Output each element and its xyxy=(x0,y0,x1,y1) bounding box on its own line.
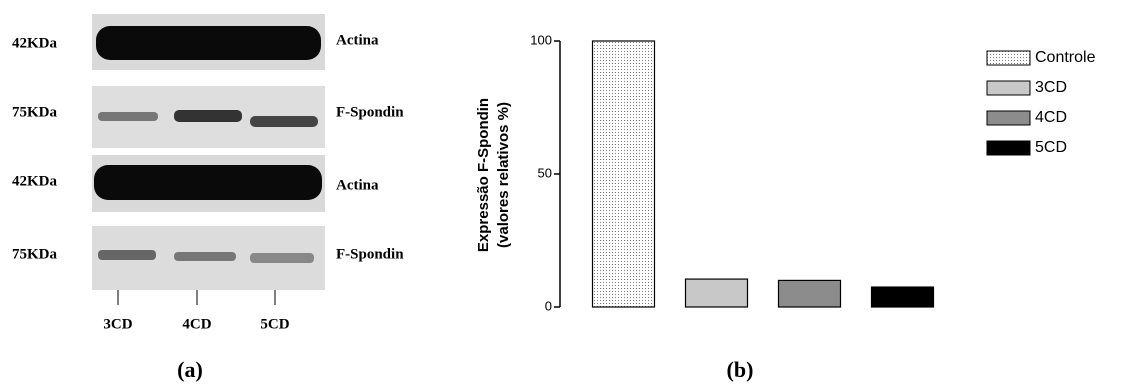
figure: 42KDa Actina 75KDa F-Spondin 42KDa Actin… xyxy=(0,0,1121,388)
y-tick-label: 0 xyxy=(545,298,552,313)
legend-swatch xyxy=(987,111,1030,125)
blot-band xyxy=(98,112,158,121)
blot-band xyxy=(174,110,242,122)
y-axis-label: Expressão F-Spondin xyxy=(475,98,492,252)
legend-label: 5CD xyxy=(1035,139,1067,156)
blot-band xyxy=(174,252,236,261)
blot-band xyxy=(250,116,318,127)
lane-label: 5CD xyxy=(260,316,289,332)
lane-label: 3CD xyxy=(103,316,132,332)
y-tick-label: 100 xyxy=(530,32,552,47)
blot-band xyxy=(250,253,314,263)
size-label: 42KDa xyxy=(12,35,58,51)
size-label: 42KDa xyxy=(12,173,58,189)
blot-band xyxy=(98,250,156,260)
legend-label: Controle xyxy=(1035,49,1096,66)
bar xyxy=(593,41,655,307)
blot-band xyxy=(94,165,322,200)
bar xyxy=(779,280,841,307)
legend-label: 4CD xyxy=(1035,109,1067,126)
row-label: Actina xyxy=(336,177,379,193)
y-tick-label: 50 xyxy=(538,165,552,180)
lane-label: 4CD xyxy=(182,316,211,332)
blot-panel: 42KDa Actina 75KDa F-Spondin 42KDa Actin… xyxy=(12,14,404,382)
panel-caption: (b) xyxy=(727,357,754,382)
size-label: 75KDa xyxy=(12,246,58,262)
row-label: F-Spondin xyxy=(336,246,404,262)
size-label: 75KDa xyxy=(12,104,58,120)
legend-swatch xyxy=(987,141,1030,155)
legend-label: 3CD xyxy=(1035,79,1067,96)
blot-band xyxy=(96,26,321,60)
bar xyxy=(686,279,748,307)
y-axis-label: (valores relativos %) xyxy=(495,102,512,248)
bar xyxy=(872,287,934,307)
legend-swatch xyxy=(987,81,1030,95)
panel-caption: (a) xyxy=(177,357,203,382)
legend-swatch xyxy=(987,51,1030,65)
row-label: Actina xyxy=(336,32,379,48)
row-label: F-Spondin xyxy=(336,104,404,120)
